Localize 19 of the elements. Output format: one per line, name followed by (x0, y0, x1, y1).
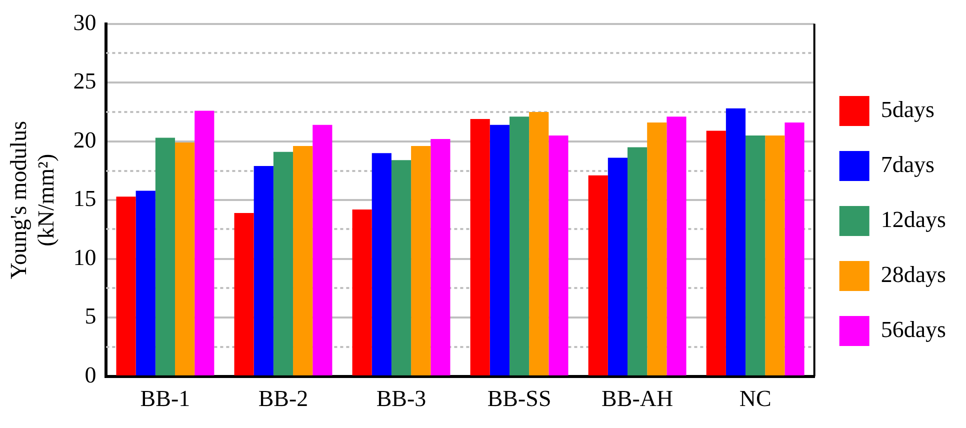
x-tick-label: NC (739, 386, 772, 412)
y-axis-title: Young's modulus (kN/mm²) (6, 120, 58, 280)
legend-label: 56days (880, 317, 946, 342)
y-tick-label: 30 (73, 10, 96, 35)
legend-label: 5days (880, 97, 935, 122)
y-tick-label: 10 (73, 244, 96, 270)
x-tick-label: BB-2 (258, 386, 308, 412)
x-tick-label: BB-3 (376, 386, 426, 412)
y-tick-label: 20 (73, 127, 96, 152)
y-tick-label: 15 (73, 186, 96, 212)
x-tick-label: BB-1 (140, 386, 190, 412)
y-tick-label: 0 (84, 362, 96, 388)
y-tick-label: 5 (84, 304, 96, 329)
legend-label: 7days (880, 152, 935, 178)
legend-label: 12days (880, 207, 946, 232)
x-tick-label: BB-AH (602, 386, 674, 412)
y-tick-label: 25 (73, 68, 96, 94)
x-tick-label: BB-SS (487, 386, 552, 412)
legend-label: 28days (880, 262, 946, 288)
